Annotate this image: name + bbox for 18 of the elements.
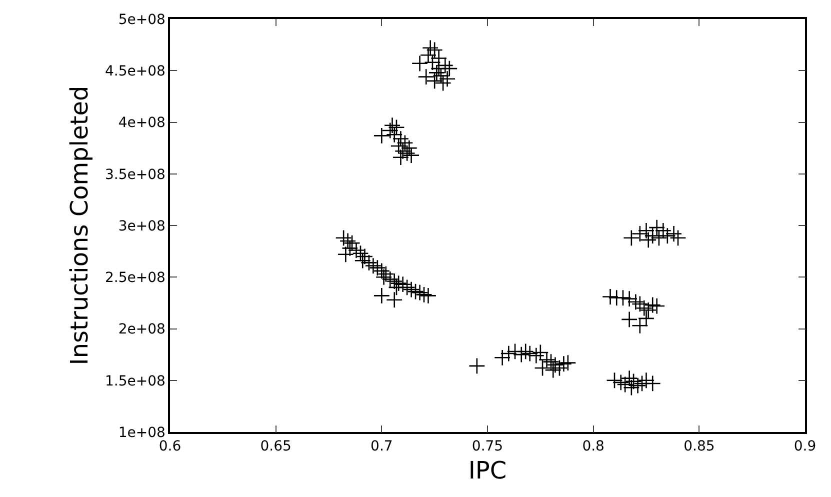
y-tick-label: 1e+08 — [118, 424, 166, 441]
y-tick-label: 1.5e+08 — [105, 373, 166, 390]
y-tick-label: 4.5e+08 — [105, 64, 166, 80]
x-tick-label: 0.7 — [370, 438, 393, 455]
x-tick-label: 0.9 — [794, 438, 816, 455]
y-tick-label: 4e+08 — [118, 115, 166, 132]
x-tick-label: 0.8 — [582, 438, 604, 455]
x-tick-label: 0.85 — [684, 438, 715, 455]
y-tick-label: 5e+08 — [118, 12, 166, 28]
y-tick-label: 3e+08 — [118, 218, 166, 234]
y-tick-label: 2e+08 — [118, 322, 166, 338]
x-tick-label: 0.65 — [260, 438, 292, 455]
y-tick-label: 2.5e+08 — [105, 270, 166, 286]
x-tick-label: 0.6 — [158, 438, 182, 455]
x-tick-label: 0.75 — [472, 438, 504, 455]
y-axis-title: Instructions Completed — [66, 86, 94, 366]
y-tick-label: 3.5e+08 — [105, 166, 166, 183]
x-axis-title: IPC — [468, 456, 507, 484]
